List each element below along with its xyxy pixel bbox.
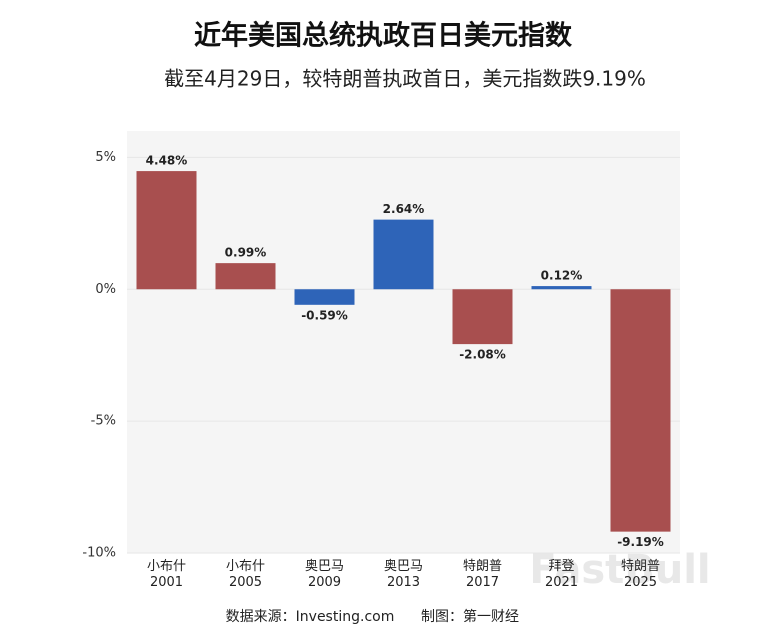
bar: [136, 171, 197, 290]
x-tick-label: 奥巴马 2009: [304, 559, 344, 590]
x-tick-label: 特朗普 2017: [462, 559, 502, 590]
value-label: -0.59%: [301, 308, 348, 322]
y-tick-label: 5%: [95, 150, 116, 165]
value-label: 0.12%: [541, 269, 583, 283]
bar: [610, 289, 671, 532]
bar: [452, 289, 513, 345]
value-label: 2.64%: [383, 202, 425, 216]
y-tick-label: -10%: [82, 546, 116, 561]
source: 数据来源：Investing.com: [226, 609, 395, 625]
y-tick-label: 0%: [95, 282, 116, 297]
value-label: -2.08%: [459, 348, 506, 362]
plot-background: [127, 131, 680, 553]
x-tick-label: 小布什 2001: [146, 559, 186, 590]
x-tick-label: 奥巴马 2013: [383, 559, 423, 590]
bar: [531, 286, 592, 290]
bar: [294, 289, 355, 305]
value-label: 4.48%: [146, 154, 188, 168]
credit: 制图：第一财经: [421, 608, 519, 625]
x-tick-label: 特朗普 2025: [620, 559, 660, 590]
bar: [215, 263, 276, 290]
x-tick-label: 拜登 2021: [544, 559, 579, 590]
value-label: -9.19%: [617, 535, 664, 549]
x-tick-label: 小布什 2005: [225, 559, 265, 590]
chart-subtitle: 截至4月29日，较特朗普执政首日，美元指数跌9.19%: [164, 67, 646, 91]
value-label: 0.99%: [225, 246, 267, 260]
bar: [373, 219, 434, 290]
watermark: FastBull: [529, 547, 710, 593]
chart-title: 近年美国总统执政百日美元指数: [194, 20, 573, 52]
y-tick-label: -5%: [91, 414, 116, 429]
